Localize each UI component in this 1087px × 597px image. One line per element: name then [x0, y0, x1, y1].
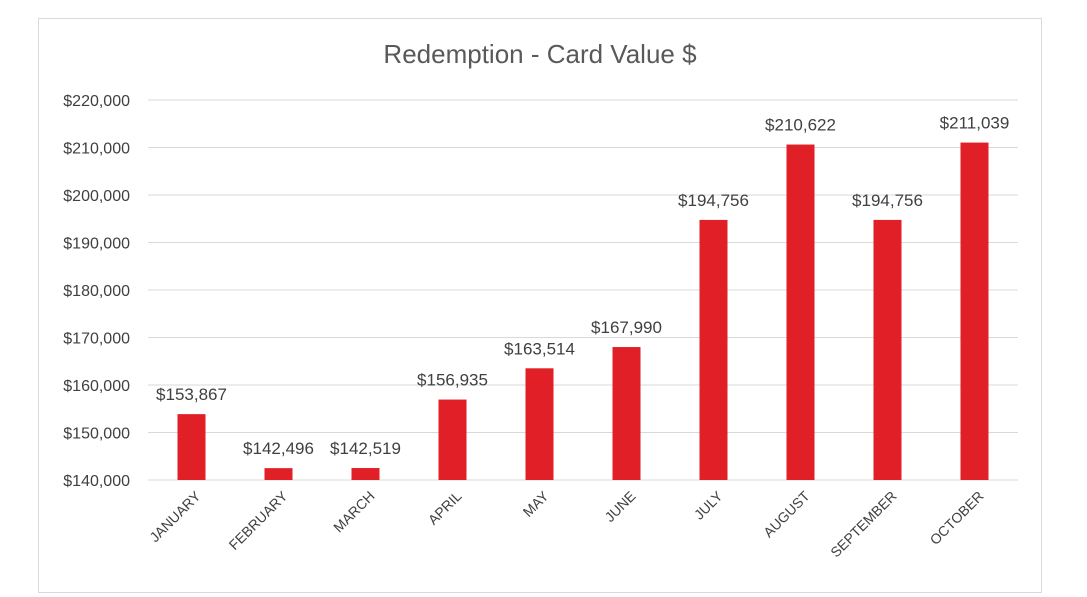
chart-title: Redemption - Card Value $ [383, 39, 697, 69]
bar-july [699, 219, 728, 480]
y-tick-label: $210,000 [63, 141, 130, 158]
data-label: $156,935 [417, 371, 488, 390]
data-labels: $153,867 $142,496 $142,519 $156,935 $163,514… [156, 114, 1009, 459]
y-tick-label: $220,000 [63, 93, 130, 110]
y-tick-label: $140,000 [63, 473, 130, 490]
x-tick-label: JUNE [601, 488, 638, 525]
x-tick-label: JULY [691, 487, 726, 522]
bar-october [960, 142, 989, 480]
data-label: $167,990 [591, 318, 662, 337]
data-label: $163,514 [504, 339, 575, 358]
y-tick-label: $160,000 [63, 378, 130, 395]
x-tick-label: MAY [520, 487, 552, 519]
bar-september [873, 219, 902, 480]
x-tick-label: AUGUST [760, 487, 813, 540]
y-tick-label: $170,000 [63, 331, 130, 348]
bar-january [177, 414, 206, 480]
data-label: $194,756 [678, 191, 749, 210]
bars [177, 142, 989, 480]
y-tick-label: $190,000 [63, 236, 130, 253]
bar-august [786, 144, 815, 480]
x-tick-label: JANUARY [146, 487, 204, 545]
x-tick-label: FEBRUARY [226, 487, 292, 553]
bar-march [351, 468, 380, 480]
data-label: $153,867 [156, 385, 227, 404]
x-tick-label: SEPTEMBER [827, 488, 899, 560]
data-label: $194,756 [852, 191, 923, 210]
x-tick-label: APRIL [425, 488, 465, 528]
y-tick-label: $200,000 [63, 188, 130, 205]
y-axis-ticks: $140,000 $150,000 $160,000 $170,000 $180,000… [63, 93, 130, 490]
data-label: $142,519 [330, 439, 401, 458]
bar-april [438, 399, 467, 480]
y-tick-label: $180,000 [63, 283, 130, 300]
data-label: $142,496 [243, 439, 314, 458]
data-label: $211,039 [940, 114, 1010, 133]
gridlines [148, 99, 1018, 481]
bar-may [525, 368, 554, 480]
x-tick-label: OCTOBER [927, 488, 987, 548]
bar-june [612, 347, 641, 480]
x-tick-label: MARCH [330, 488, 378, 536]
data-label: $210,622 [765, 116, 836, 135]
x-axis-ticks: JANUARY FEBRUARY MARCH APRIL MAY JUNE JULY AUGU… [146, 487, 986, 560]
bar-february [264, 468, 293, 480]
y-tick-label: $150,000 [63, 426, 130, 443]
